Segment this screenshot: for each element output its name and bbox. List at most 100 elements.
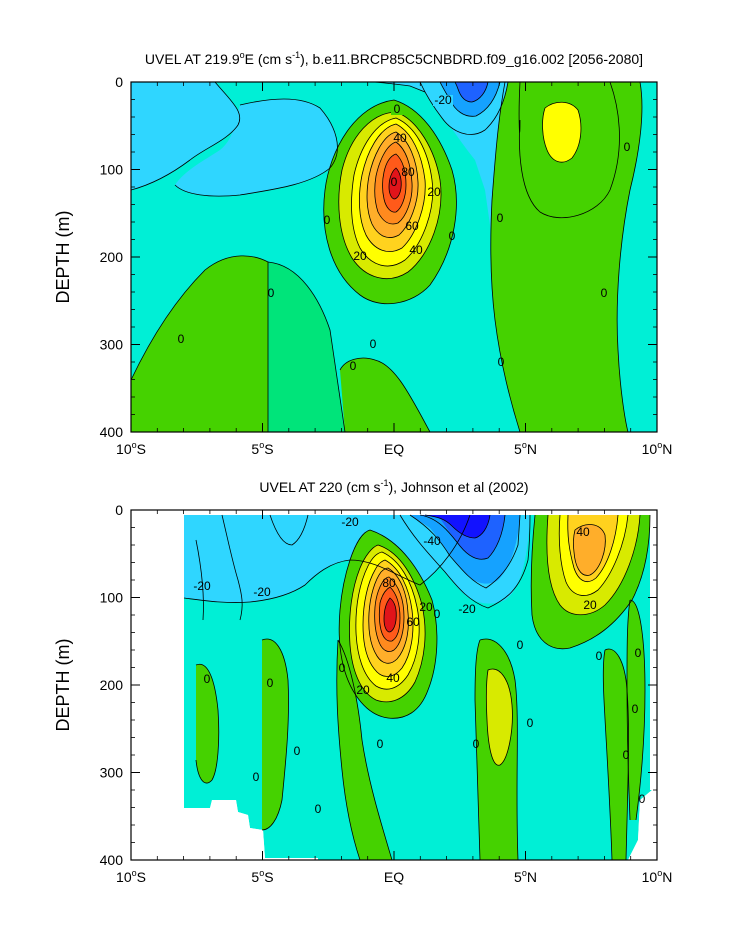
y-tick-label: 200 [100,249,124,265]
panel-observations: UVEL AT 220 (cm s-1), Johnson et al (200… [53,478,672,885]
y-tick-label: 200 [100,677,124,693]
contour-label: 0 [517,638,524,652]
fill-p5-9n [627,600,645,820]
contour-label: -20 [341,515,359,529]
panel-model-contour-field [131,82,657,432]
contour-label: 0 [601,286,608,300]
y-tick-label: 400 [100,852,124,868]
contour-label: 0 [324,213,331,227]
fill-p5-5s [262,639,289,830]
contour-label: 0 [339,661,346,675]
contour-label: 40 [393,131,407,145]
y-tick-label: 0 [115,502,123,518]
fill-p50-ncc [573,524,606,576]
contour-label: 60 [406,615,420,629]
y-tick-label: 400 [100,424,124,440]
contour-label: -40 [423,534,441,548]
contour-label: -20 [434,93,452,107]
fill-p30-ncc-core [542,102,581,163]
fill-euc-p100 [389,168,402,199]
contour-label: 0 [449,229,456,243]
panel-model-contour-lines [131,82,643,432]
x-tick-label: EQ [384,869,404,885]
contour-label: -20 [253,585,271,599]
fill-nodata-southeast [628,785,657,860]
contour-label: 80 [382,576,396,590]
contour-label: 20 [419,600,433,614]
fill-p20-deep-4n [486,669,513,766]
fill-euc-p100 [384,598,397,632]
x-tick-label: 5oS [251,868,273,885]
contour-label: 40 [409,243,423,257]
contour-label: 60 [405,219,419,233]
panel-model-contour-labels: 0 -20 40 80 0 20 60 40 20 0 0 0 0 0 0 0 … [178,93,631,373]
x-tick-label: 10oS [116,440,146,457]
panel-observations-contour-field [131,510,657,860]
contour-label: 0 [294,744,301,758]
contour-label: 0 [178,332,185,346]
contour-label: 20 [583,598,597,612]
contour-label: 0 [434,607,441,621]
contour-label: 0 [268,286,275,300]
contour-label: 20 [356,683,370,697]
fill-p5-sw [131,255,268,432]
contour-label: 0 [623,748,630,762]
contour-label: 0 [527,716,534,730]
contour-label: 0 [377,737,384,751]
contour-label: 20 [427,185,441,199]
contour-label: 0 [204,672,211,686]
contour-label: 0 [394,102,401,116]
x-tick-label: 10oN [642,868,673,885]
fill-m20-upper [184,515,470,603]
fill-p5-8s [196,664,219,784]
panel-model: UVEL AT 219.9oE (cm s-1), b.e11.BRCP85C5… [53,50,672,457]
x-tick-label: EQ [384,441,404,457]
y-tick-label: 100 [100,162,124,178]
fill-sec-m60 [455,82,488,102]
contour-label: 0 [498,355,505,369]
fill-lt60-sec [425,515,490,538]
contour-label: 0 [635,646,642,660]
fill-m20-west-pocket [131,82,240,190]
panel-observations-contour-lines [183,514,651,860]
contour-label: 0 [596,649,603,663]
x-tick-label: 10oS [116,868,146,885]
panel-observations-y-axis-title: DEPTH (m) [53,639,73,732]
fill-nodata-southwest [131,800,318,860]
contour-label: 0 [624,140,631,154]
contour-label: -20 [458,602,476,616]
y-tick-label: 300 [100,765,124,781]
contour-label: 40 [576,525,590,539]
fill-z-south [268,262,345,432]
panel-model-y-axis-title: DEPTH (m) [53,211,73,304]
y-tick-label: 0 [115,74,123,90]
x-tick-label: 5oN [514,868,537,885]
panel-model-title: UVEL AT 219.9oE (cm s-1), b.e11.BRCP85C5… [145,50,643,67]
contour-label: 0 [315,802,322,816]
x-tick-label: 5oS [251,440,273,457]
contour-label: 0 [253,770,260,784]
contour-label: 0 [370,337,377,351]
contour-label: 0 [391,175,398,189]
fill-p5-8n [603,649,629,860]
contour-label: 0 [350,359,357,373]
fill-m20-central [175,99,338,197]
panel-observations-contour-labels: -20 -40 40 80 -20 -20 20 20 -20 60 0 0 0… [193,515,645,816]
fill-p5-deep-eq [340,358,430,432]
x-tick-label: 5oN [514,440,537,457]
contour-label: 80 [401,165,415,179]
y-tick-label: 300 [100,337,124,353]
y-tick-label: 100 [100,590,124,606]
contour-label: 0 [267,676,274,690]
panel-observations-title: UVEL AT 220 (cm s-1), Johnson et al (200… [259,478,528,495]
contour-label: 40 [386,671,400,685]
contour-label: 20 [353,249,367,263]
contour-label: 0 [497,211,504,225]
contour-label: 0 [473,737,480,751]
contour-label: 0 [632,702,639,716]
fill-p5-deep-eq [336,640,392,860]
x-tick-label: 10oN [642,440,673,457]
